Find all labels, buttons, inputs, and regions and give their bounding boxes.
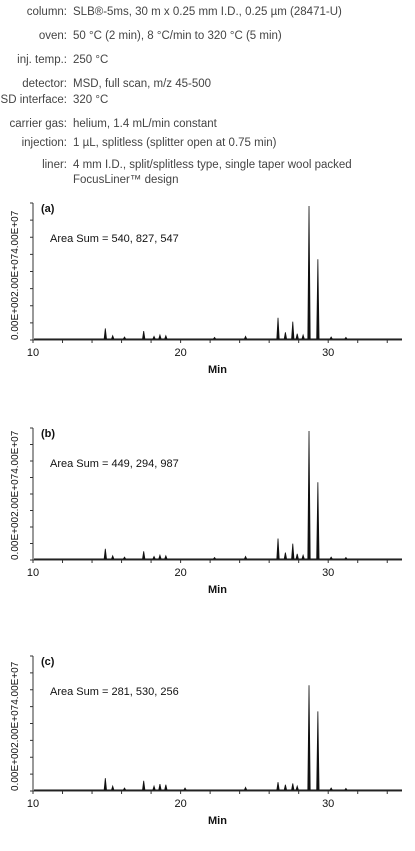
peak	[307, 430, 311, 560]
chart-tag: (b)	[41, 428, 55, 440]
peak	[276, 538, 280, 560]
peak	[243, 786, 248, 791]
peak	[283, 552, 288, 560]
peak	[316, 711, 320, 791]
peak	[329, 336, 334, 340]
peak	[110, 554, 115, 560]
x-tick-label: 30	[322, 347, 334, 359]
param-label: MSD interface:	[0, 94, 67, 106]
peak	[110, 784, 115, 791]
param-value: 1 µL, splitless (splitter open at 0.75 m…	[73, 137, 277, 149]
x-tick-label: 30	[322, 798, 334, 810]
peak	[343, 787, 348, 791]
peak	[158, 333, 162, 340]
param-value: 250 °C	[73, 54, 109, 66]
area-sum-annotation: Area Sum = 281, 530, 256	[50, 686, 179, 698]
param-label: inj. temp.:	[17, 54, 67, 66]
peak	[291, 543, 295, 560]
peak	[295, 333, 299, 340]
peak	[152, 784, 156, 791]
x-tick-label: 30	[322, 567, 334, 579]
chart-tag: (a)	[41, 203, 55, 215]
x-tick-label: 10	[27, 798, 39, 810]
peak	[122, 556, 127, 560]
peak	[291, 321, 295, 340]
area-sum-annotation: Area Sum = 540, 827, 547	[50, 233, 179, 245]
peak	[158, 553, 162, 560]
peak	[301, 333, 305, 340]
peak	[343, 336, 348, 340]
peak	[164, 554, 168, 560]
peak	[152, 555, 156, 560]
param-value: 320 °C	[73, 94, 109, 106]
peak	[243, 555, 248, 560]
peak	[307, 205, 311, 340]
param-value: SLB®-5ms, 30 m x 0.25 mm I.D., 0.25 µm (…	[73, 6, 342, 18]
peak	[122, 336, 127, 340]
x-axis-label: Min	[208, 584, 227, 596]
peak	[291, 783, 295, 791]
peak	[152, 335, 156, 340]
peak	[164, 334, 168, 340]
peak	[158, 784, 162, 791]
y-axis-label: 0.00E+002.00E+074.00E+07	[10, 210, 21, 340]
peak	[110, 334, 115, 340]
peak	[103, 778, 107, 791]
peak	[243, 335, 248, 340]
chart-panel-c: (c) Area Sum = 281, 530, 256 0.00E+002.00E…	[10, 655, 402, 827]
x-tick-label: 10	[27, 567, 39, 579]
x-tick-label: 10	[27, 347, 39, 359]
param-label: carrier gas:	[9, 118, 67, 130]
x-axis-label: Min	[208, 364, 227, 376]
peak	[316, 259, 320, 340]
param-value: helium, 1.4 mL/min constant	[73, 118, 217, 130]
param-value: 50 °C (2 min), 8 °C/min to 320 °C (5 min…	[73, 30, 282, 42]
peak	[212, 556, 217, 560]
chart-panel-b: (b) Area Sum = 449, 294, 987 0.00E+002.00E…	[10, 427, 402, 596]
param-label: detector:	[22, 78, 67, 90]
param-label: oven:	[38, 30, 67, 42]
peak	[301, 553, 305, 560]
peak	[142, 330, 146, 340]
peak	[329, 556, 334, 560]
peak	[295, 784, 299, 791]
peak	[164, 784, 168, 791]
peak	[295, 553, 299, 560]
chart-tag: (c)	[41, 656, 55, 668]
peak	[329, 787, 334, 791]
param-label: injection:	[21, 137, 67, 149]
peak	[183, 787, 187, 791]
param-value: 4 mm I.D., split/splitless type, single …	[73, 159, 352, 186]
peak	[307, 685, 311, 791]
x-tick-label: 20	[174, 567, 186, 579]
param-value: MSD, full scan, m/z 45-500	[73, 78, 212, 90]
peak	[142, 551, 146, 560]
peak	[103, 548, 107, 560]
peak	[103, 328, 107, 340]
y-axis-label: 0.00E+002.00E+074.00E+07	[10, 661, 21, 791]
x-tick-label: 20	[174, 798, 186, 810]
peak	[283, 784, 288, 791]
area-sum-annotation: Area Sum = 449, 294, 987	[50, 458, 179, 470]
peak	[142, 780, 146, 791]
peak	[283, 332, 288, 340]
peak	[212, 336, 217, 340]
peak	[343, 556, 348, 560]
peak	[276, 317, 280, 340]
x-axis-label: Min	[208, 815, 227, 827]
param-label: liner:	[42, 159, 67, 171]
peak	[122, 787, 127, 791]
y-axis-label: 0.00E+002.00E+074.00E+07	[10, 430, 21, 560]
peak	[276, 782, 280, 791]
x-tick-label: 20	[174, 347, 186, 359]
param-label: column:	[26, 6, 67, 18]
chart-panel-a: (a) Area Sum = 540, 827, 547 0.00E+002.00E…	[10, 202, 402, 376]
peak	[316, 482, 320, 560]
